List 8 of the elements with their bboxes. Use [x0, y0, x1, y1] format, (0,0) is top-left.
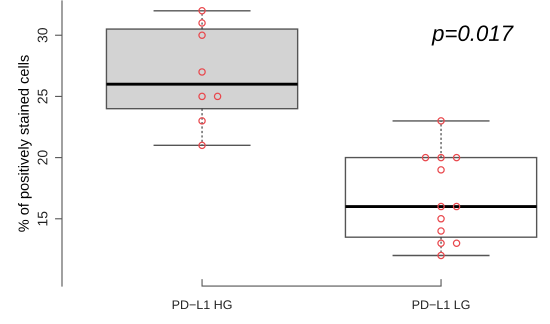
y-tick-label: 30 — [38, 28, 48, 42]
x-tick-label: PD−L1 HG — [172, 300, 232, 310]
y-tick-label: 20 — [38, 150, 48, 165]
x-tick-label: PD−L1 LG — [412, 300, 470, 310]
y-tick-label: 15 — [38, 212, 48, 226]
y-tick-label: 25 — [38, 89, 48, 104]
y-axis-title: % of positively stained cells — [18, 55, 32, 232]
annotation: p=0.017 — [432, 25, 514, 46]
